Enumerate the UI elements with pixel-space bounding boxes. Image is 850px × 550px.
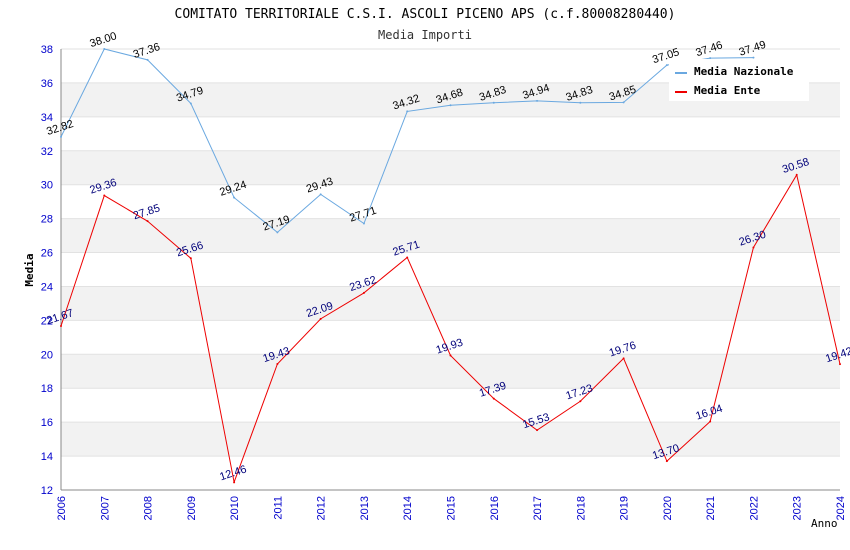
y-tick-label: 20: [41, 349, 53, 361]
x-tick-label: 2013: [359, 496, 371, 520]
chart-subtitle: Media Importi: [378, 28, 472, 42]
data-point: [60, 135, 62, 138]
data-point: [362, 291, 365, 294]
data-point: [233, 481, 236, 484]
data-point: [492, 101, 495, 104]
grid-band: [61, 354, 840, 389]
x-tick-label: 2024: [835, 496, 847, 520]
y-tick-label: 12: [41, 485, 53, 497]
x-tick-label: 2016: [489, 496, 501, 520]
x-tick-label: 2012: [316, 496, 328, 520]
grid-bands: [61, 48, 840, 491]
legend-box: [669, 59, 809, 101]
legend-label-media-nazionale: Media Nazionale: [694, 65, 794, 78]
y-tick-label: 22: [41, 315, 53, 327]
data-point: [752, 246, 755, 249]
data-point: [579, 101, 582, 104]
data-point: [709, 420, 712, 423]
x-tick-label: 2021: [705, 496, 717, 520]
data-point: [189, 102, 192, 105]
y-tick-label: 18: [41, 383, 53, 395]
data-point: [622, 101, 625, 104]
series-line-0: [60, 48, 754, 234]
chart-title: COMITATO TERRITORIALE C.S.I. ASCOLI PICE…: [175, 7, 676, 22]
grid-band: [61, 150, 840, 185]
y-tick-label: 28: [41, 214, 53, 226]
y-tick-label: 24: [41, 281, 53, 293]
data-point: [406, 110, 409, 113]
data-point: [406, 256, 409, 259]
grid-band: [61, 218, 840, 253]
x-tick-label: 2011: [272, 496, 284, 520]
data-point: [536, 429, 539, 432]
data-label: 37.49: [738, 39, 768, 59]
y-tick-label: 26: [41, 248, 53, 260]
data-point: [103, 48, 106, 50]
data-label: 16.04: [694, 403, 724, 423]
data-point: [536, 99, 539, 102]
data-point: [492, 397, 495, 400]
data-point: [449, 354, 452, 357]
series-layer: [60, 48, 841, 485]
grid-band: [61, 286, 840, 321]
data-point: [103, 194, 106, 197]
y-axis-label: Media: [23, 253, 36, 286]
data-point: [362, 222, 365, 225]
data-point: [622, 357, 625, 360]
y-tick-labels: 12 14 16 18 20 22 24 26 28 30 32 34 36 38: [41, 44, 53, 497]
y-tick-label: 34: [41, 112, 53, 124]
data-point: [665, 460, 668, 463]
grid-band: [61, 422, 840, 457]
x-tick-label: 2017: [532, 496, 544, 520]
x-tick-label: 2008: [143, 496, 155, 520]
x-tick-label: 2018: [575, 496, 587, 520]
x-tick-label: 2006: [56, 496, 68, 520]
data-label: 12.46: [218, 463, 248, 483]
x-tick-label: 2020: [662, 496, 674, 520]
x-tick-label: 2023: [792, 496, 804, 520]
data-point: [60, 324, 62, 327]
data-label: 21.67: [45, 307, 75, 327]
x-axis-label: Anno: [811, 517, 838, 530]
legend: Media Nazionale Media Ente: [669, 59, 809, 101]
x-tick-label: 2022: [748, 496, 760, 520]
data-point: [233, 196, 236, 199]
y-tick-label: 38: [41, 44, 53, 56]
y-tick-label: 16: [41, 417, 53, 429]
x-tick-label: 2009: [186, 496, 198, 520]
x-tick-label: 2015: [446, 496, 458, 520]
y-tick-label: 36: [41, 78, 53, 90]
y-tick-label: 30: [41, 180, 53, 192]
data-point: [319, 193, 322, 196]
data-point: [319, 317, 322, 320]
data-point: [146, 220, 149, 223]
data-point: [579, 400, 582, 403]
data-label: 38.00: [88, 30, 118, 50]
data-label: 37.46: [694, 39, 724, 59]
data-point: [276, 231, 279, 234]
y-tick-label: 14: [41, 451, 53, 463]
legend-label-media-ente: Media Ente: [694, 84, 761, 97]
data-point: [795, 173, 798, 176]
data-point: [146, 58, 149, 61]
x-tick-label: 2010: [229, 496, 241, 520]
data-point: [839, 363, 841, 366]
x-tick-labels: 2006 2007 2008 2009 2010 2011 2012 2013 2014 2015…: [56, 496, 847, 520]
x-tick-label: 2014: [402, 496, 414, 520]
data-point: [665, 64, 668, 67]
data-point: [449, 104, 452, 107]
x-tick-label: 2019: [619, 496, 631, 520]
y-tick-label: 32: [41, 146, 53, 158]
x-tick-label: 2007: [99, 496, 111, 520]
data-label: 37.36: [132, 41, 162, 61]
data-point: [276, 362, 279, 365]
data-point: [189, 257, 192, 260]
data-point: [752, 56, 755, 59]
data-point: [709, 57, 712, 60]
